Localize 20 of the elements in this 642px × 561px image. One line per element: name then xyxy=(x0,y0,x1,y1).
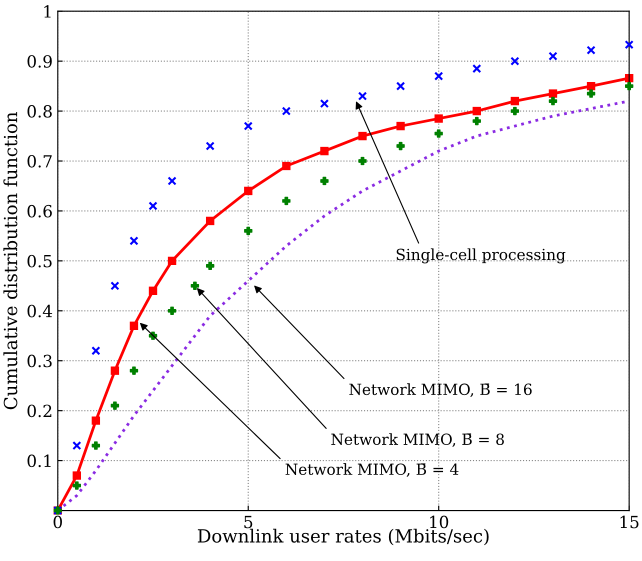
y-tick-label: 0.6 xyxy=(28,204,52,218)
x-tick-label: 15 xyxy=(620,516,638,528)
x-tick-label: 0 xyxy=(54,516,62,528)
annotation: Network MIMO, B̄ = 16 xyxy=(349,383,532,397)
x-tick-label: 10 xyxy=(430,516,448,528)
y-tick-label: 0.3 xyxy=(28,354,52,368)
y-tick-label: 0.7 xyxy=(28,154,52,168)
annotation: Network MIMO, B̄ = 8 xyxy=(331,433,504,447)
x-axis-title: Downlink user rates (Mbits/sec) xyxy=(198,528,489,546)
y-axis-title: Cumulative distribution function xyxy=(3,112,18,410)
y-tick-label: 0.8 xyxy=(28,105,52,118)
y-tick-label: 0.9 xyxy=(28,55,52,68)
annotation: Network MIMO, B̄ = 4 xyxy=(286,463,458,477)
y-tick-label: 0.2 xyxy=(28,404,52,418)
y-tick-label: 0.4 xyxy=(28,304,52,318)
y-tick-label: 0.1 xyxy=(28,454,51,468)
y-tick-label: 1 xyxy=(44,5,51,18)
y-tick-label: 0.5 xyxy=(28,254,52,268)
annotation: Single-cell processing xyxy=(396,248,566,264)
x-tick-label: 5 xyxy=(244,516,252,528)
